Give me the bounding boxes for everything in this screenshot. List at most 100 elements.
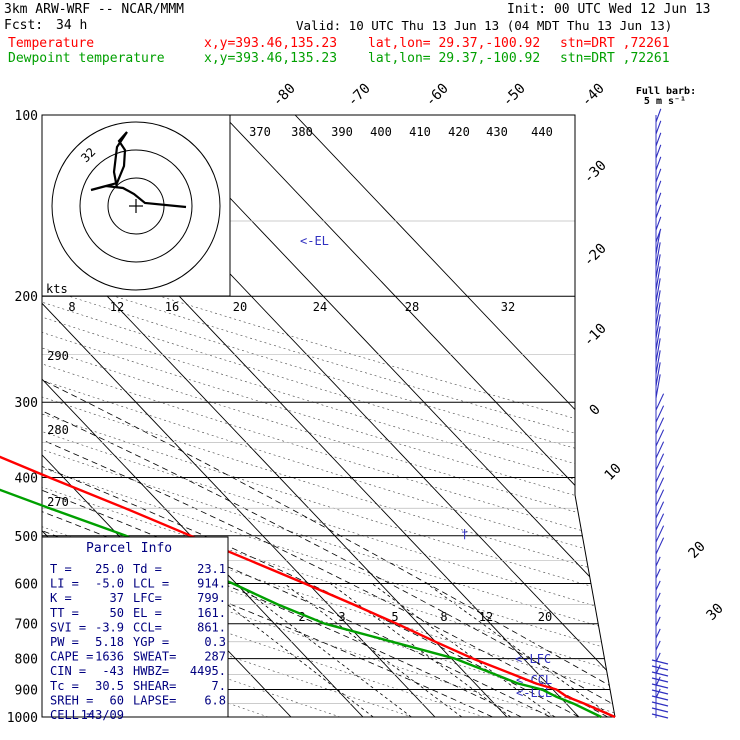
theta-label: 370 — [249, 125, 271, 139]
lfc-cross-marker: † — [461, 527, 468, 541]
parcel-field-value: 161. — [197, 606, 226, 620]
wind-barb — [655, 254, 661, 279]
isotherm-label: -60 — [423, 81, 452, 110]
wind-barb — [655, 168, 662, 183]
isotherm-line — [150, 115, 615, 717]
isotherm-label: -50 — [500, 81, 529, 110]
xy-coordinates-2: x,y=393.46,135.23 — [204, 51, 338, 66]
parcel-field-label: Tc = — [50, 679, 79, 693]
pressure-tick-label: 100 — [15, 109, 38, 124]
lat-lon-2: lat,lon= 29.37,-100.92 — [368, 51, 541, 66]
isotherm-line — [42, 115, 436, 717]
wind-barb — [655, 489, 665, 507]
wind-barb — [655, 688, 661, 699]
lfc-marker: <-LFC — [515, 652, 551, 666]
parcel-info-title: Parcel Info — [86, 541, 172, 556]
parcel-field-value: -43 — [102, 664, 124, 678]
wind-barb — [655, 580, 661, 591]
theta-label: 430 — [486, 125, 508, 139]
mixing-ratio-label: 5 — [391, 610, 398, 624]
barb-key-title: Full barb: — [636, 86, 696, 97]
wind-barb-low — [651, 659, 669, 665]
parcel-field-label: SVI = — [50, 620, 86, 634]
wind-barb-low — [651, 695, 669, 701]
isotherm-label: -10 — [581, 321, 610, 350]
hodograph-ring — [107, 177, 165, 235]
hodograph-range-label: 32 — [501, 300, 515, 314]
el-marker: <-EL — [300, 234, 329, 248]
xy-coordinates: x,y=393.46,135.23 — [204, 36, 338, 51]
parcel-field-label: Td = — [133, 562, 162, 576]
wind-barb-low — [651, 689, 669, 695]
moist-adiabat — [42, 220, 615, 717]
parcel-field-value: 287 — [204, 650, 226, 664]
forecast-hour: 34 h — [56, 18, 88, 33]
pressure-tick-label: 500 — [15, 530, 38, 545]
parcel-field-value: 799. — [197, 591, 226, 605]
wind-barb — [655, 338, 661, 363]
isotherm-label: -30 — [581, 158, 610, 187]
wind-barb — [655, 441, 665, 459]
wind-barb — [655, 477, 665, 495]
wind-barb — [655, 144, 662, 159]
moist-adiabat — [42, 220, 608, 717]
mixing-ratio-line — [371, 583, 556, 717]
wind-barb — [655, 652, 661, 663]
isotherm-line — [0, 115, 3, 717]
parcel-field-value: 6.8 — [204, 693, 226, 707]
parcel-field-label: CAPE = — [50, 650, 93, 664]
parcel-info-box — [41, 536, 229, 718]
wind-barb — [655, 290, 661, 315]
wind-barb — [655, 242, 661, 267]
parcel-field-label: PW = — [50, 635, 79, 649]
wind-barb — [655, 302, 661, 327]
isotherm-label: 20 — [686, 539, 709, 562]
wind-barb — [655, 266, 661, 291]
pressure-tick-label: 800 — [15, 653, 38, 668]
pressure-tick-label: 700 — [15, 618, 38, 633]
wind-barb — [655, 537, 665, 555]
theta-label: 390 — [331, 125, 353, 139]
pressure-tick-label: 900 — [15, 683, 38, 698]
wind-barb — [655, 616, 661, 627]
forecast-label: Fcst: — [4, 18, 44, 33]
model-title: 3km ARW-WRF -- NCAR/MMM — [4, 2, 185, 17]
wind-barb — [655, 393, 665, 411]
pressure-tick-label: 1000 — [7, 711, 38, 726]
parcel-field-label: CIN = — [50, 664, 86, 678]
wind-barb — [655, 230, 661, 255]
wind-barb — [655, 556, 661, 567]
parcel-field-label: SWEAT= — [133, 650, 176, 664]
temperature-legend: Temperature — [8, 36, 95, 51]
parcel-field-label: LAPSE= — [133, 693, 176, 707]
wind-barb — [655, 362, 661, 387]
isotherm-label: 10 — [602, 461, 625, 484]
parcel-field-value: 861. — [197, 620, 226, 634]
wind-barb-low — [651, 671, 669, 677]
wind-barb-low — [651, 683, 669, 689]
wind-barb — [655, 156, 662, 171]
wind-barb — [655, 429, 665, 447]
hodograph-trace — [90, 131, 187, 209]
wind-barb-low — [651, 707, 669, 713]
parcel-field-label: LCL = — [133, 577, 169, 591]
theta-label: 280 — [47, 423, 69, 437]
parcel-field-label: TT = — [50, 606, 79, 620]
parcel-field-value: 4495. — [190, 664, 226, 678]
wind-barb — [655, 513, 665, 531]
wind-barb — [655, 453, 665, 471]
hodograph-range-label: 20 — [233, 300, 247, 314]
wind-barb — [655, 525, 665, 543]
parcel-field-label: CCL= — [133, 620, 162, 634]
hodograph-ring — [51, 121, 221, 291]
theta-label: 410 — [409, 125, 431, 139]
theta-label: 270 — [47, 495, 69, 509]
hodograph-range-label: 28 — [405, 300, 419, 314]
mixing-ratio-line — [426, 583, 614, 717]
wind-barb — [655, 314, 661, 339]
isotherm-label: 0 — [587, 402, 604, 419]
wind-barb — [655, 374, 661, 399]
mixing-ratio-line — [236, 583, 412, 717]
isotherm-label: 30 — [704, 601, 727, 624]
